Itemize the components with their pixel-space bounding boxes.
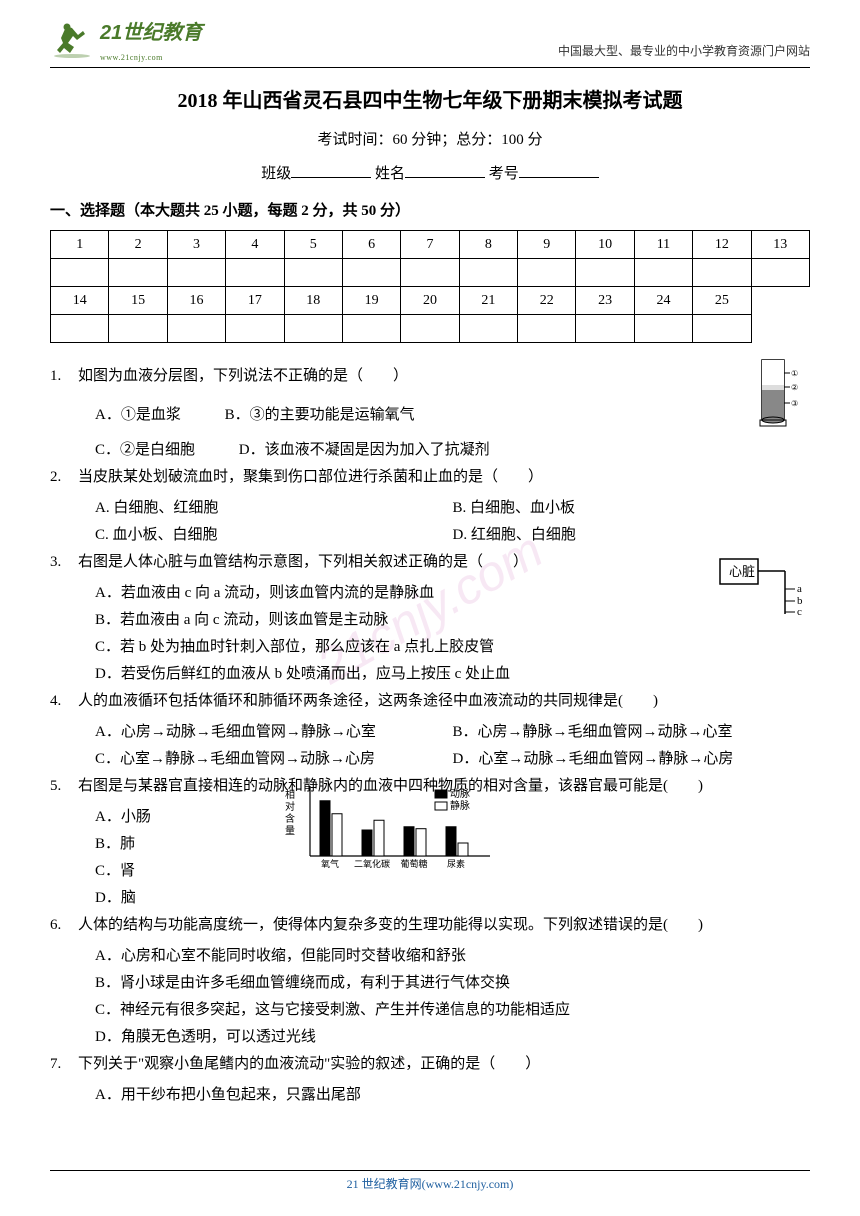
opt-2d: D. 红细胞、白细胞	[453, 522, 811, 549]
question-6: 6.人体的结构与功能高度统一，使得体内复杂多变的生理功能得以实现。下列叙述错误的…	[50, 912, 810, 939]
opt-2a: A. 白细胞、红细胞	[95, 495, 453, 522]
svg-text:c: c	[797, 606, 802, 618]
opt-5d: D．脑	[50, 885, 810, 912]
page-title: 2018 年山西省灵石县四中生物七年级下册期末模拟考试题	[50, 83, 810, 119]
svg-text:二氧化碳: 二氧化碳	[354, 858, 390, 869]
answer-table: 12345678910111213 1415161718192021222324…	[50, 230, 810, 343]
q-num: 4.	[50, 688, 78, 715]
svg-text:量: 量	[285, 825, 295, 837]
opt-3d: D．若受伤后鲜红的血液从 b 处喷涌而出，应马上按压 c 处止血	[50, 661, 810, 688]
input-class[interactable]	[291, 160, 371, 178]
opt-1d: D．该血液不凝固是因为加入了抗凝剂	[239, 437, 490, 464]
logo-url: www.21cnjy.com	[100, 51, 202, 65]
q-num: 3.	[50, 549, 78, 576]
opt-1a: A．①是血浆	[95, 402, 181, 429]
svg-text:③: ③	[791, 399, 798, 408]
q-text: 右图是人体心脏与血管结构示意图，下列相关叙述正确的是（ ）	[78, 554, 528, 570]
q-num: 1.	[50, 363, 78, 390]
question-2: 2.当皮肤某处划破流血时，聚集到伤口部位进行杀菌和止血的是（ ）	[50, 464, 810, 491]
page-footer: 21 世纪教育网(www.21cnjy.com)	[50, 1170, 810, 1196]
opt-3b: B．若血液由 a 向 c 流动，则该血管是主动脉	[50, 607, 810, 634]
opt-4d: D．心室→动脉→毛细血管网→静脉→心房	[453, 746, 811, 773]
q-text: 下列关于"观察小鱼尾鳍内的血液流动"实验的叙述，正确的是（ ）	[78, 1056, 540, 1072]
opt-6b: B．肾小球是由许多毛细血管缠绕而成，有利于其进行气体交换	[50, 970, 810, 997]
input-name[interactable]	[405, 160, 485, 178]
svg-text:氧气: 氧气	[321, 858, 339, 869]
opt-3c: C．若 b 处为抽血时针刺入部位，那么应该在 a 点扎上胶皮管	[50, 634, 810, 661]
opt-4a: A．心房→动脉→毛细血管网→静脉→心室	[95, 719, 453, 746]
opt-4c: C．心室→静脉→毛细血管网→动脉→心房	[95, 746, 453, 773]
question-1: 1.如图为血液分层图，下列说法不正确的是（ ）	[50, 363, 810, 390]
q-text: 人的血液循环包括体循环和肺循环两条途径，这两条途径中血液流动的共同规律是( )	[78, 693, 658, 709]
opt-1b: B．③的主要功能是运输氧气	[225, 402, 415, 429]
svg-text:静脉: 静脉	[450, 799, 470, 812]
q-text: 如图为血液分层图，下列说法不正确的是（ ）	[78, 368, 408, 384]
q-num: 5.	[50, 773, 78, 800]
opt-6d: D．角膜无色透明，可以透过光线	[50, 1024, 810, 1051]
svg-text:a: a	[797, 583, 802, 595]
label-name: 姓名	[375, 166, 405, 182]
section-title: 一、选择题（本大题共 25 小题，每题 2 分，共 50 分）	[50, 198, 810, 225]
bar-chart: 相对含量氧气 二氧化碳葡萄糖 尿素 动脉静脉	[280, 778, 500, 873]
runner-icon	[50, 21, 95, 59]
q-text: 人体的结构与功能高度统一，使得体内复杂多变的生理功能得以实现。下列叙述错误的是(…	[78, 917, 703, 933]
opt-7a: A．用干纱布把小鱼包起来，只露出尾部	[50, 1082, 810, 1109]
opt-2b: B. 白细胞、血小板	[453, 495, 811, 522]
input-id[interactable]	[519, 160, 599, 178]
header-tagline: 中国最大型、最专业的中小学教育资源门户网站	[202, 41, 810, 66]
svg-text:对: 对	[285, 800, 295, 813]
svg-text:含: 含	[285, 812, 295, 825]
q-num: 2.	[50, 464, 78, 491]
q-text: 当皮肤某处划破流血时，聚集到伤口部位进行杀菌和止血的是（ ）	[78, 469, 543, 485]
svg-text:尿素: 尿素	[447, 858, 465, 869]
opt-6c: C．神经元有很多突起，这与它接受刺激、产生并传递信息的功能相适应	[50, 997, 810, 1024]
fill-line: 班级 姓名 考号	[50, 160, 810, 188]
logo-title: 21世纪教育	[100, 15, 202, 51]
q-num: 6.	[50, 912, 78, 939]
opt-4b: B．心房→静脉→毛细血管网→动脉→心室	[453, 719, 811, 746]
svg-text:动脉: 动脉	[450, 787, 470, 800]
page-header: 21世纪教育 www.21cnjy.com 中国最大型、最专业的中小学教育资源门…	[50, 15, 810, 68]
logo: 21世纪教育 www.21cnjy.com	[50, 15, 202, 65]
opt-1c: C．②是白细胞	[95, 437, 195, 464]
q-num: 7.	[50, 1051, 78, 1078]
exam-info: 考试时间：60 分钟；总分：100 分	[50, 127, 810, 154]
opt-2c: C. 血小板、白细胞	[95, 522, 453, 549]
label-id: 考号	[489, 166, 519, 182]
svg-text:相: 相	[285, 788, 295, 801]
question-4: 4.人的血液循环包括体循环和肺循环两条途径，这两条途径中血液流动的共同规律是( …	[50, 688, 810, 715]
svg-text:葡萄糖: 葡萄糖	[400, 858, 427, 869]
question-7: 7.下列关于"观察小鱼尾鳍内的血液流动"实验的叙述，正确的是（ ）	[50, 1051, 810, 1078]
opt-6a: A．心房和心室不能同时收缩，但能同时交替收缩和舒张	[50, 943, 810, 970]
opt-3a: A．若血液由 c 向 a 流动，则该血管内流的是静脉血	[50, 580, 810, 607]
question-3: 3.右图是人体心脏与血管结构示意图，下列相关叙述正确的是（ ）	[50, 549, 810, 576]
label-class: 班级	[261, 166, 291, 182]
